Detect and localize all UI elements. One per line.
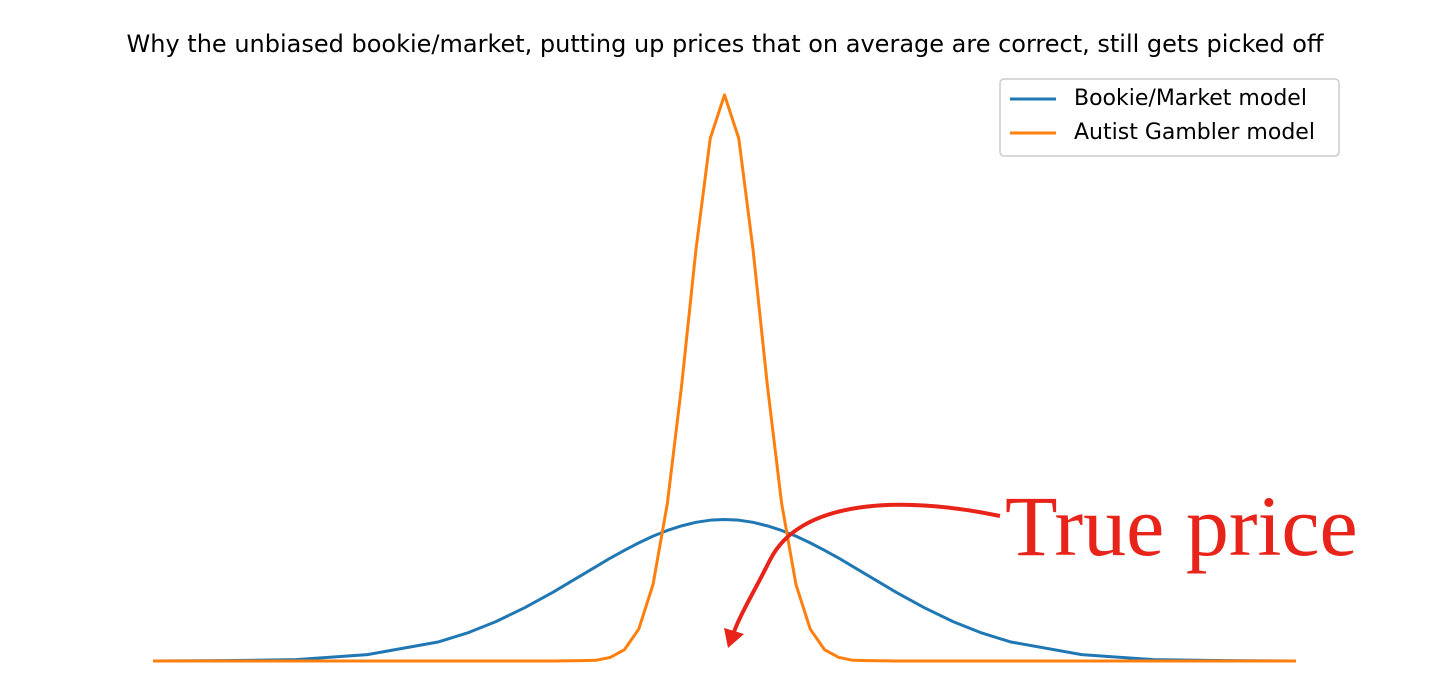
legend-box bbox=[999, 78, 1340, 157]
series-line bbox=[153, 93, 1296, 663]
legend: Bookie/Market model Autist Gambler model bbox=[999, 78, 1340, 157]
legend-label: Autist Gambler model bbox=[1074, 120, 1315, 145]
plot-area bbox=[152, 93, 1297, 663]
arrow-head bbox=[724, 628, 744, 648]
legend-label: Bookie/Market model bbox=[1074, 86, 1307, 111]
annotation: True price bbox=[1005, 478, 1358, 574]
chart-title: Why the unbiased bookie/market, putting … bbox=[127, 30, 1324, 58]
annotation-arrow bbox=[732, 502, 1001, 633]
series-line bbox=[152, 517, 1297, 663]
